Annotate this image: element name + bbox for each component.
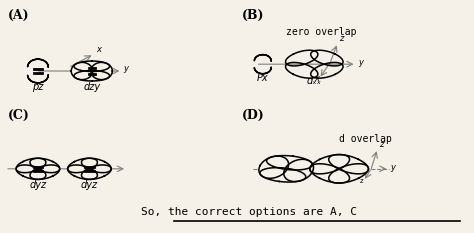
- Polygon shape: [68, 165, 97, 179]
- Text: (D): (D): [242, 109, 264, 122]
- Polygon shape: [285, 50, 318, 66]
- Polygon shape: [259, 156, 289, 178]
- Text: (B): (B): [242, 9, 264, 22]
- Text: (C): (C): [8, 109, 29, 122]
- Polygon shape: [16, 165, 46, 179]
- Text: z: z: [339, 34, 344, 43]
- Polygon shape: [68, 158, 97, 173]
- Text: y: y: [124, 64, 128, 73]
- Text: So, the correct options are A, C: So, the correct options are A, C: [141, 207, 357, 217]
- Polygon shape: [74, 71, 109, 81]
- Polygon shape: [91, 62, 112, 80]
- Text: dzy: dzy: [83, 82, 100, 92]
- Polygon shape: [30, 165, 60, 179]
- Polygon shape: [27, 75, 48, 83]
- Text: dyz: dyz: [29, 180, 46, 190]
- Polygon shape: [310, 62, 343, 78]
- Polygon shape: [310, 50, 343, 66]
- Text: y: y: [391, 163, 396, 172]
- Text: Px: Px: [257, 73, 269, 83]
- Text: x: x: [314, 74, 319, 83]
- Text: (A): (A): [8, 9, 29, 22]
- Polygon shape: [328, 154, 368, 174]
- Polygon shape: [16, 158, 46, 173]
- Text: zero overlap: zero overlap: [286, 27, 356, 37]
- Text: z: z: [360, 178, 364, 184]
- Polygon shape: [27, 59, 48, 67]
- Polygon shape: [30, 158, 60, 173]
- Text: x: x: [97, 45, 101, 54]
- Polygon shape: [328, 164, 368, 183]
- Polygon shape: [82, 158, 111, 173]
- Polygon shape: [82, 165, 111, 179]
- Text: dₓₓ: dₓₓ: [307, 75, 322, 86]
- Polygon shape: [310, 164, 349, 183]
- Text: pz: pz: [32, 82, 44, 92]
- Polygon shape: [255, 68, 271, 74]
- Text: dyz: dyz: [81, 180, 98, 190]
- Text: y: y: [358, 58, 363, 67]
- Polygon shape: [310, 154, 349, 174]
- Polygon shape: [260, 168, 306, 182]
- Polygon shape: [284, 159, 313, 182]
- Polygon shape: [285, 62, 318, 78]
- Polygon shape: [266, 156, 312, 170]
- Text: z: z: [379, 140, 383, 149]
- Text: d overlap: d overlap: [339, 134, 392, 144]
- Polygon shape: [74, 61, 109, 72]
- Polygon shape: [71, 62, 93, 80]
- Polygon shape: [255, 55, 271, 61]
